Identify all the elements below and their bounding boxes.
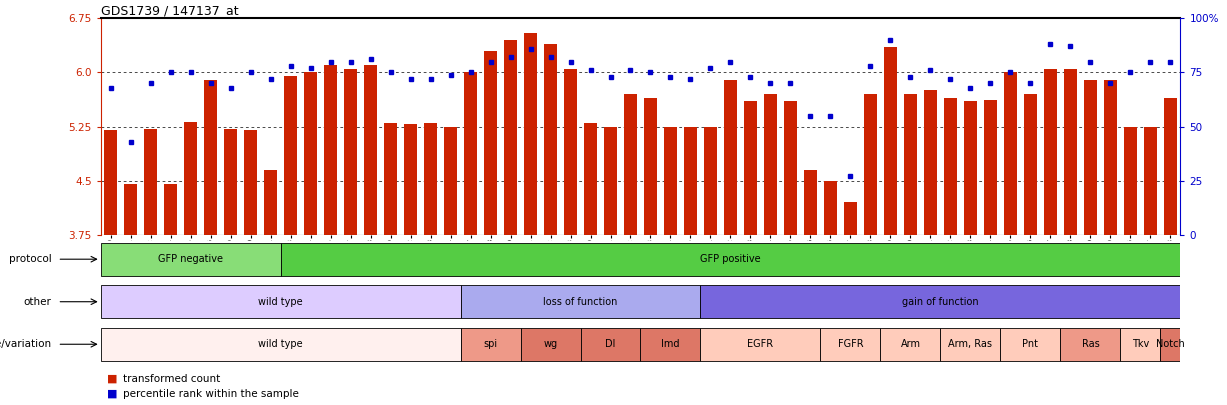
Bar — [104, 130, 117, 235]
Text: wg: wg — [544, 339, 557, 349]
Bar — [821, 328, 881, 361]
Bar — [444, 126, 456, 235]
Text: ■: ■ — [107, 389, 118, 399]
Bar — [304, 72, 317, 235]
Bar — [460, 328, 520, 361]
Bar — [584, 123, 598, 235]
Text: transformed count: transformed count — [123, 374, 220, 384]
Bar — [625, 94, 637, 235]
Text: GDS1739 / 147137_at: GDS1739 / 147137_at — [101, 4, 238, 17]
Bar — [164, 183, 177, 235]
Bar — [101, 285, 460, 318]
Bar — [1124, 126, 1137, 235]
Bar — [483, 51, 497, 235]
Bar — [964, 101, 977, 235]
Bar — [804, 170, 817, 235]
Bar — [744, 101, 757, 235]
Bar — [101, 243, 281, 275]
Bar — [683, 126, 697, 235]
Bar — [883, 47, 897, 235]
Text: GFP positive: GFP positive — [701, 254, 761, 264]
Bar — [124, 184, 137, 235]
Text: wild type: wild type — [258, 297, 303, 307]
Bar — [504, 40, 517, 235]
Bar — [1044, 69, 1056, 235]
Bar — [904, 94, 917, 235]
Text: percentile rank within the sample: percentile rank within the sample — [123, 389, 298, 399]
Bar — [1161, 328, 1180, 361]
Text: loss of function: loss of function — [544, 297, 617, 307]
Bar — [825, 181, 837, 235]
Bar — [701, 328, 821, 361]
Bar — [281, 243, 1180, 275]
Text: Tkv: Tkv — [1131, 339, 1148, 349]
Text: ■: ■ — [107, 374, 118, 384]
Bar — [144, 129, 157, 235]
Bar — [944, 98, 957, 235]
Bar — [881, 328, 940, 361]
Bar — [664, 126, 677, 235]
Bar — [940, 328, 1000, 361]
Bar — [460, 285, 701, 318]
Text: spi: spi — [483, 339, 498, 349]
Text: Ras: Ras — [1081, 339, 1099, 349]
Bar — [464, 72, 477, 235]
Bar — [285, 76, 297, 235]
Bar — [844, 202, 856, 235]
Bar — [101, 328, 460, 361]
Bar — [864, 94, 877, 235]
Text: protocol: protocol — [9, 254, 52, 264]
Text: Pnt: Pnt — [1022, 339, 1038, 349]
Bar — [384, 123, 398, 235]
Bar — [225, 129, 237, 235]
Bar — [704, 126, 717, 235]
Text: other: other — [23, 297, 52, 307]
Text: GFP negative: GFP negative — [158, 254, 223, 264]
Bar — [724, 80, 737, 235]
Bar — [1064, 69, 1077, 235]
Text: EGFR: EGFR — [747, 339, 773, 349]
Bar — [1000, 328, 1060, 361]
Text: Notch: Notch — [1156, 339, 1185, 349]
Bar — [701, 285, 1180, 318]
Bar — [564, 69, 577, 235]
Bar — [404, 124, 417, 235]
Bar — [425, 123, 437, 235]
Bar — [1120, 328, 1161, 361]
Bar — [1083, 80, 1097, 235]
Bar — [184, 122, 198, 235]
Text: Dl: Dl — [605, 339, 616, 349]
Text: Arm: Arm — [901, 339, 920, 349]
Bar — [1144, 126, 1157, 235]
Bar — [264, 170, 277, 235]
Bar — [604, 126, 617, 235]
Bar — [520, 328, 580, 361]
Bar — [1164, 98, 1177, 235]
Bar — [1004, 72, 1017, 235]
Bar — [544, 43, 557, 235]
Text: gain of function: gain of function — [902, 297, 979, 307]
Text: Arm, Ras: Arm, Ras — [948, 339, 993, 349]
Text: wild type: wild type — [258, 339, 303, 349]
Text: genotype/variation: genotype/variation — [0, 339, 52, 349]
Bar — [580, 328, 640, 361]
Bar — [1023, 94, 1037, 235]
Bar — [344, 69, 357, 235]
Bar — [640, 328, 701, 361]
Bar — [784, 101, 798, 235]
Bar — [764, 94, 777, 235]
Bar — [1104, 80, 1117, 235]
Bar — [324, 65, 337, 235]
Bar — [1060, 328, 1120, 361]
Bar — [924, 90, 937, 235]
Bar — [364, 65, 377, 235]
Text: FGFR: FGFR — [838, 339, 864, 349]
Bar — [984, 100, 996, 235]
Bar — [524, 33, 537, 235]
Bar — [244, 130, 258, 235]
Bar — [204, 80, 217, 235]
Bar — [644, 98, 656, 235]
Text: Imd: Imd — [661, 339, 680, 349]
